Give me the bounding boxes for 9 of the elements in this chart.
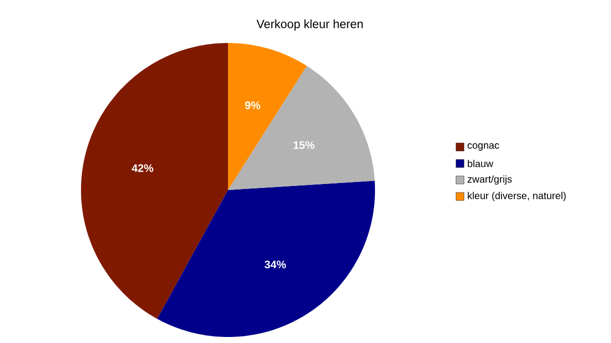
data-label: 42% [132, 164, 154, 172]
data-label: 15% [294, 141, 315, 149]
legend-label: zwart/grijs [468, 175, 512, 185]
data-label: 34% [264, 260, 286, 268]
chart-title: Verkoop kleur heren [256, 19, 363, 31]
legend-label: cognac [468, 143, 500, 151]
data-label: 9% [245, 101, 260, 110]
legend-label: blauw [468, 160, 494, 168]
legend-label: kleur (diverse, naturel) [468, 192, 566, 202]
